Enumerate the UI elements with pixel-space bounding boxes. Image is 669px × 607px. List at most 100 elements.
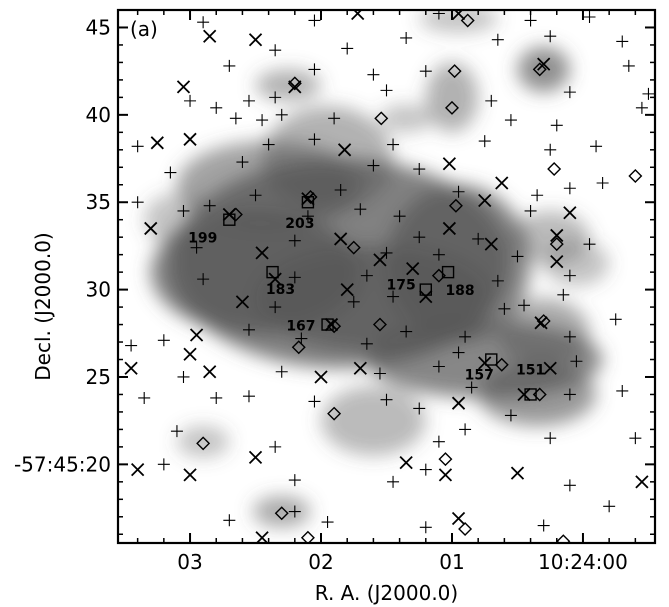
plus-marker bbox=[256, 114, 269, 127]
cross-marker bbox=[334, 232, 348, 246]
plus-marker bbox=[603, 500, 616, 513]
emission-blob bbox=[379, 104, 433, 133]
plot-frame bbox=[116, 8, 657, 545]
plus-marker bbox=[531, 189, 544, 202]
plus-marker bbox=[387, 138, 400, 151]
plus-marker bbox=[242, 94, 255, 107]
cross-marker bbox=[442, 157, 457, 171]
cross-marker bbox=[373, 253, 387, 267]
plus-marker bbox=[557, 288, 570, 301]
plus-marker bbox=[472, 232, 485, 245]
diamond-marker bbox=[228, 207, 243, 222]
emission-map bbox=[144, 10, 610, 528]
diamond-marker bbox=[196, 436, 211, 451]
plus-marker bbox=[537, 519, 550, 532]
plus-marker bbox=[138, 391, 151, 404]
source-labels: 151 157 167 175 183 188 199 203 bbox=[188, 216, 545, 383]
diamond-marker bbox=[494, 357, 509, 372]
plus-marker bbox=[229, 112, 242, 125]
plus-marker bbox=[465, 381, 478, 394]
cross-marker bbox=[563, 206, 577, 220]
square-marker bbox=[419, 283, 432, 296]
plus-marker bbox=[563, 330, 576, 343]
x-tick-label: 02 bbox=[308, 550, 333, 574]
diamond-marker bbox=[300, 530, 315, 543]
plus-marker bbox=[616, 35, 629, 48]
panel-label: (a) bbox=[130, 17, 158, 41]
emission-blobs bbox=[144, 10, 610, 528]
plus-marker bbox=[125, 339, 138, 352]
plus-marker bbox=[504, 409, 517, 422]
diamond-marker bbox=[460, 13, 475, 28]
plus-marker bbox=[197, 273, 210, 286]
plus-marker bbox=[459, 423, 472, 436]
axis-ticks: 03 02 01 10:24:00 -57:45:20 25 30 35 40 45 bbox=[14, 9, 655, 574]
plus-marker bbox=[157, 334, 170, 347]
plus-marker bbox=[295, 332, 308, 345]
plus-marker bbox=[419, 521, 432, 534]
cross-marker bbox=[537, 57, 551, 71]
plus-marker bbox=[413, 231, 426, 244]
cross-marker bbox=[124, 361, 138, 375]
plus-marker bbox=[210, 101, 223, 114]
plus-marker bbox=[275, 108, 288, 121]
plus-marker bbox=[367, 159, 380, 172]
plus-marker bbox=[563, 388, 576, 401]
plus-marker bbox=[308, 133, 321, 146]
plus-marker bbox=[203, 199, 216, 212]
plus-marker bbox=[609, 313, 622, 326]
plus-marker bbox=[590, 140, 603, 153]
cross-marker bbox=[150, 136, 164, 150]
emission-blob bbox=[386, 184, 531, 343]
plus-marker bbox=[275, 365, 288, 378]
cross-marker bbox=[288, 80, 302, 94]
source-label: 151 bbox=[516, 362, 545, 378]
plus-marker bbox=[511, 250, 524, 263]
cross-marker bbox=[235, 295, 250, 309]
emission-blob bbox=[262, 106, 394, 211]
diamond-marker bbox=[374, 111, 389, 126]
plus-marker bbox=[432, 435, 445, 448]
y-tick-label: 25 bbox=[86, 365, 111, 389]
emission-blob bbox=[176, 425, 230, 458]
plus-marker bbox=[387, 475, 400, 488]
cross-marker bbox=[183, 468, 197, 482]
plus-marker bbox=[210, 391, 223, 404]
diamond-marker bbox=[287, 76, 302, 91]
plus-marker bbox=[308, 395, 321, 408]
plus-marker bbox=[616, 384, 629, 397]
cross-marker bbox=[337, 143, 352, 157]
diamond-marker bbox=[549, 237, 564, 252]
emission-blob bbox=[478, 363, 597, 426]
source-label: 199 bbox=[188, 231, 217, 247]
plus-marker bbox=[419, 463, 432, 476]
plus-marker bbox=[164, 166, 177, 179]
x-tick-label: 03 bbox=[177, 550, 202, 574]
plus-marker bbox=[269, 91, 282, 104]
plus-marker bbox=[432, 248, 445, 261]
plus-marker bbox=[504, 114, 517, 127]
emission-blob bbox=[144, 193, 210, 246]
plus-marker bbox=[223, 59, 236, 72]
cross-marker bbox=[442, 221, 457, 236]
cross-marker bbox=[314, 370, 328, 384]
cross-marker bbox=[478, 356, 492, 370]
plus-marker bbox=[491, 33, 504, 46]
source-label: 157 bbox=[465, 368, 494, 384]
plus-marker bbox=[249, 189, 262, 202]
plus-marker bbox=[288, 271, 301, 284]
plus-marker bbox=[642, 87, 655, 100]
plus-marker bbox=[570, 355, 583, 368]
plus-marker bbox=[347, 295, 360, 308]
diamond-marker bbox=[447, 64, 462, 79]
plus-marker bbox=[301, 210, 314, 223]
plus-marker bbox=[190, 241, 203, 254]
plus-marker bbox=[419, 65, 432, 78]
cross-marker bbox=[484, 237, 498, 251]
plus-marker bbox=[563, 269, 576, 282]
plus-marker bbox=[170, 425, 183, 438]
diamond-marker bbox=[536, 314, 551, 329]
diamond-marker bbox=[547, 162, 562, 177]
y-tick-label: 45 bbox=[86, 15, 111, 39]
